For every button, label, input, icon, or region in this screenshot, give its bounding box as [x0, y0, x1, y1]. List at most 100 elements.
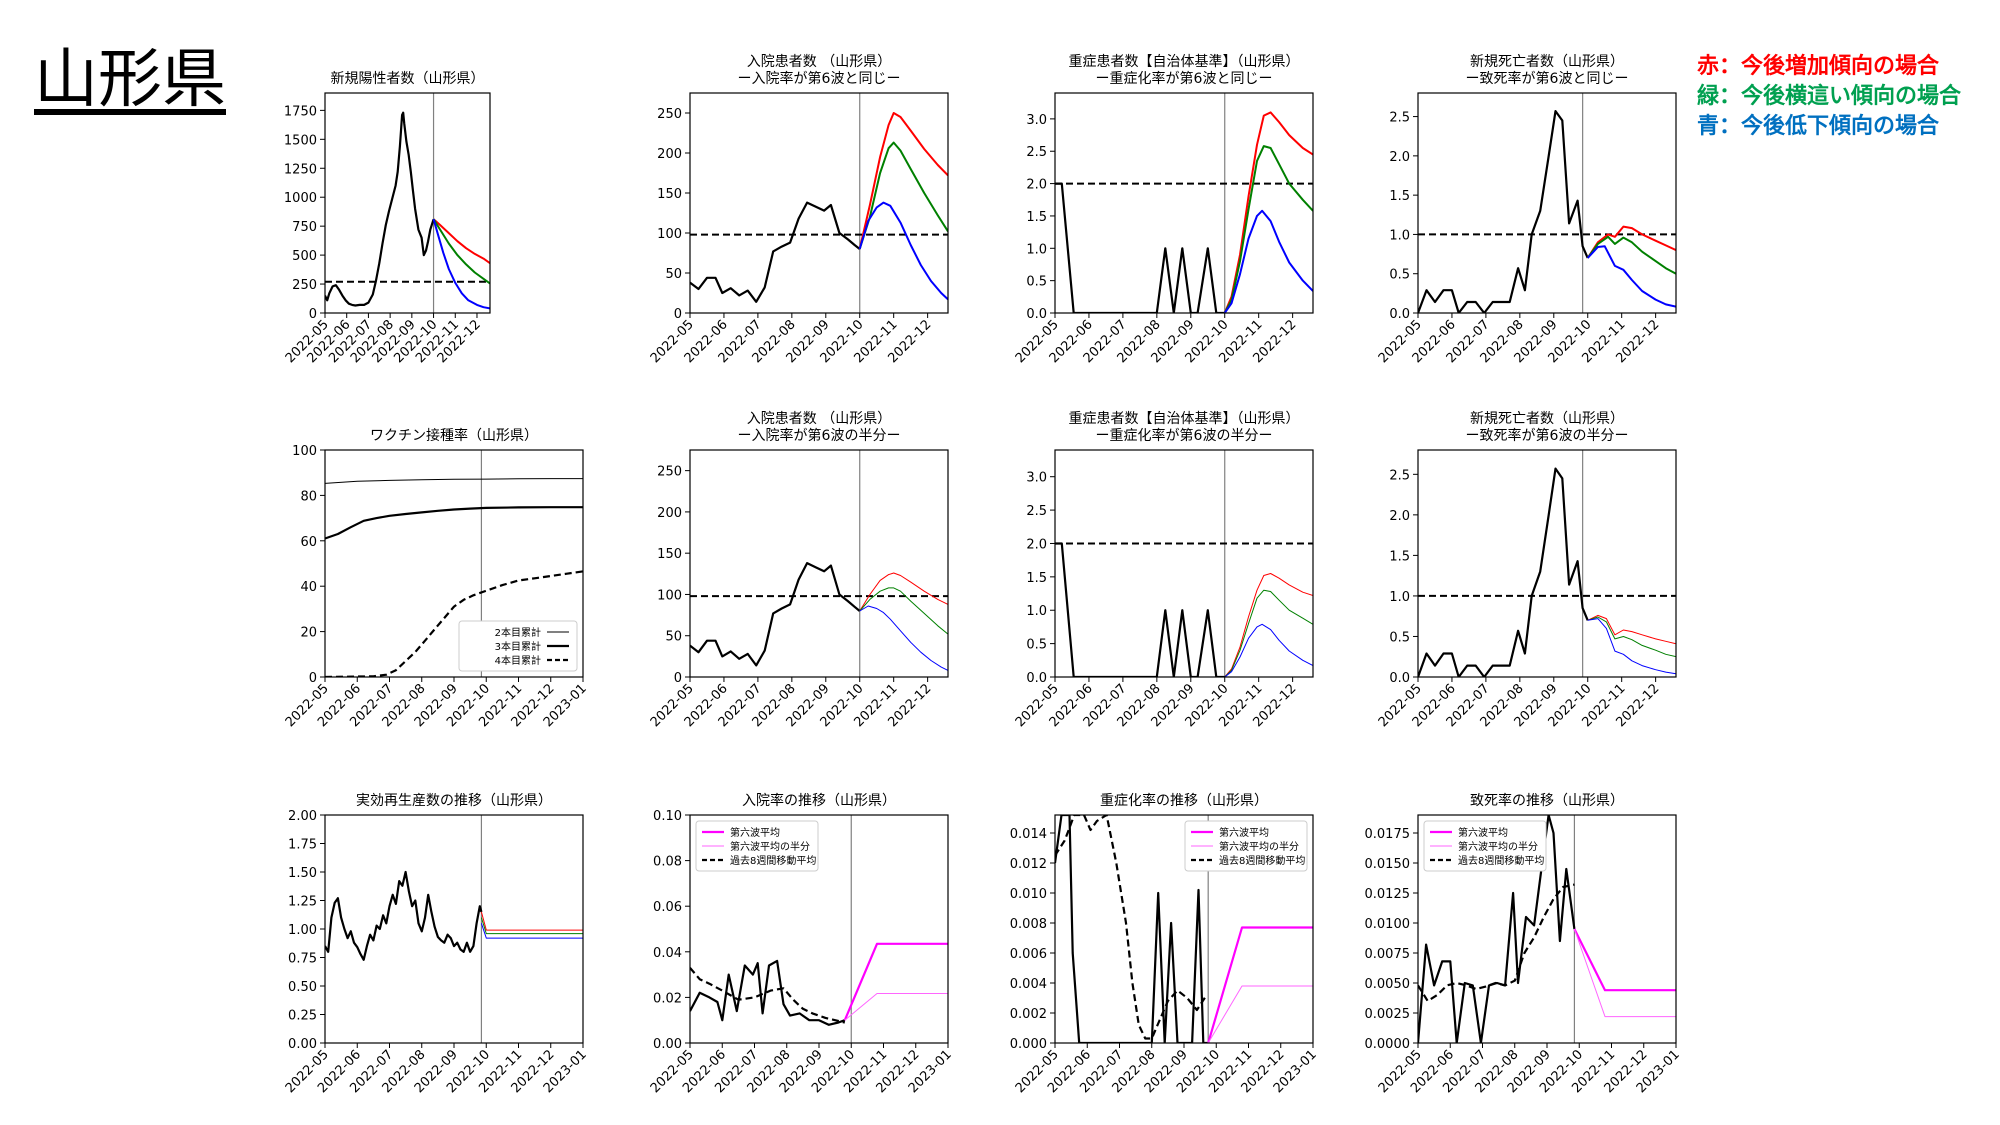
plot-frame: [689, 92, 949, 314]
y-tick-label: 0.0: [1389, 307, 1410, 322]
series-line: [480, 917, 583, 935]
y-tick-label: 2.0: [1389, 509, 1410, 524]
y-tick-label: 100: [657, 227, 682, 242]
chart-title: ー重症化率が第6波と同じー: [1096, 70, 1273, 87]
y-tick-label: 0: [309, 307, 317, 322]
plot-frame: [1417, 449, 1677, 678]
y-tick-label: 0.00: [653, 1037, 682, 1052]
chart-vaccination: ワクチン接種率（山形県）0204060801002022-052022-0620…: [283, 427, 590, 730]
chart-hospitalized-half: 入院患者数 （山形県）ー入院率が第6波の半分ー05010015020025020…: [648, 411, 949, 730]
chart-death-rate: 致死率の推移（山形県） 0.0000 0.0025 0.0050 0.0075 0.010…: [1365, 792, 1683, 1096]
y-tick-label: 750: [292, 220, 317, 235]
y-tick-label: 1.25: [288, 895, 317, 910]
series-line: [432, 218, 490, 285]
y-tick-label: 1750: [284, 104, 317, 119]
chart-hosp-rate: 入院率の推移（山形県）0.000.020.040.060.080.102022-…: [648, 792, 955, 1096]
legend-box: [458, 620, 578, 672]
legend-label: 第六波平均の半分: [730, 840, 810, 853]
y-tick-label: 0.0: [1389, 671, 1410, 686]
y-tick-label: 2.0: [1026, 178, 1047, 193]
series-line: [1587, 614, 1676, 645]
y-tick-label: 250: [292, 278, 317, 293]
series-line: [690, 967, 846, 1024]
series-line: [1586, 235, 1676, 275]
series-line: [858, 141, 948, 250]
y-tick-label: 2.5: [1389, 111, 1410, 126]
series-line: [480, 911, 583, 931]
series-line: [325, 570, 583, 677]
y-tick-label: 0.00: [288, 1037, 317, 1052]
y-tick-label: 150: [657, 547, 682, 562]
y-tick-label: 1.5: [1389, 549, 1410, 564]
y-tick-label: 60: [300, 535, 317, 550]
series-line: [325, 111, 435, 307]
y-tick-label: 1500: [284, 133, 317, 148]
y-tick-label: 0.0: [1026, 671, 1047, 686]
y-tick-label: 0.0100: [1365, 917, 1411, 932]
plot-area: [325, 93, 490, 313]
y-tick-label: 250: [657, 107, 682, 122]
y-tick-label: 0.50: [288, 980, 317, 995]
chart-hospitalized-same: 入院患者数 （山形県）ー入院率が第6波と同じー05010015020025020…: [648, 54, 949, 366]
y-tick-label: 1.0: [1389, 590, 1410, 605]
y-tick-label: 1.00: [288, 923, 317, 938]
y-tick-label: 0.004: [1010, 977, 1047, 992]
series-line: [1055, 182, 1225, 313]
y-tick-label: 2.0: [1389, 150, 1410, 165]
y-tick-label: 2.00: [288, 809, 317, 824]
series-line: [325, 478, 583, 484]
scenario-note-green: 緑：今後横這い傾向の場合: [1697, 84, 1962, 109]
series-line: [1587, 616, 1676, 658]
series-line: [858, 112, 948, 250]
series-line: [1223, 209, 1313, 313]
y-tick-label: 0.5: [1026, 638, 1047, 653]
series-line: [1223, 145, 1313, 313]
chart-deaths-same: 新規死亡者数（山形県）ー致死率が第6波と同じー 0.0 0.5 1.0 1.5 2.0 2.…: [1376, 54, 1677, 366]
legend-label: 過去8週間移動平均: [1219, 854, 1305, 867]
y-tick-label: 250: [657, 465, 682, 480]
chart-new-cases: 新規陽性者数（山形県）02505007501000125015001750202…: [283, 71, 491, 366]
y-tick-label: 150: [657, 187, 682, 202]
legend-label: 過去8週間移動平均: [730, 854, 816, 867]
y-tick-label: 0.0: [1026, 307, 1047, 322]
legend-label: 第六波平均の半分: [1219, 840, 1299, 853]
chart-title: 致死率の推移（山形県）: [1470, 792, 1624, 809]
series-line: [1224, 623, 1313, 677]
chart-title: ワクチン接種率（山形県）: [370, 427, 538, 444]
legend-box: [1423, 820, 1547, 872]
series-line: [1055, 815, 1209, 1043]
plot-frame: [324, 449, 584, 678]
chart-title: 新規死亡者数（山形県）: [1470, 411, 1624, 427]
scenario-note-red: 赤：今後増加傾向の場合: [1697, 54, 1940, 79]
series-line: [858, 201, 948, 301]
chart-title: 新規死亡者数（山形県）: [1470, 54, 1624, 70]
y-tick-label: 0.02: [653, 991, 682, 1006]
series-line: [690, 562, 861, 667]
chart-rt: 実効再生産数の推移（山形県） 0.00 0.25 0.50 0.75 1.00 1.25 1.…: [283, 793, 590, 1096]
y-tick-label: 0.014: [1010, 827, 1047, 842]
series-line: [690, 201, 861, 303]
legend-label: 第六波平均: [1458, 826, 1508, 839]
y-tick-label: 0.06: [653, 900, 682, 915]
plot-frame: [1054, 92, 1314, 314]
y-tick-label: 1.0: [1389, 228, 1410, 243]
plot-frame: [689, 449, 949, 678]
series-line: [325, 506, 583, 540]
chart-title: ー入院率が第6波の半分ー: [738, 427, 901, 444]
legend-label: 第六波平均: [730, 826, 780, 839]
y-tick-label: 200: [657, 147, 682, 162]
y-tick-label: 20: [300, 626, 317, 641]
chart-title: 入院患者数 （山形県）: [747, 411, 891, 427]
y-tick-label: 0.010: [1010, 887, 1047, 902]
chart-title: 入院率の推移（山形県）: [742, 792, 896, 809]
y-tick-label: 1.0: [1026, 242, 1047, 257]
y-tick-label: 0.000: [1010, 1037, 1047, 1052]
legend-label: 第六波平均の半分: [1458, 840, 1538, 853]
y-tick-label: 0.75: [288, 952, 317, 967]
y-tick-label: 0.0025: [1365, 1007, 1411, 1022]
series-line: [690, 959, 846, 1026]
chart-title: 重症化率の推移（山形県）: [1100, 792, 1268, 809]
legend-box: [695, 820, 819, 872]
chart-severe-rate: 重症化率の推移（山形県） 0.000 0.002 0.004 0.006 0.008 0.0…: [1010, 792, 1320, 1096]
series-line: [1223, 111, 1313, 313]
